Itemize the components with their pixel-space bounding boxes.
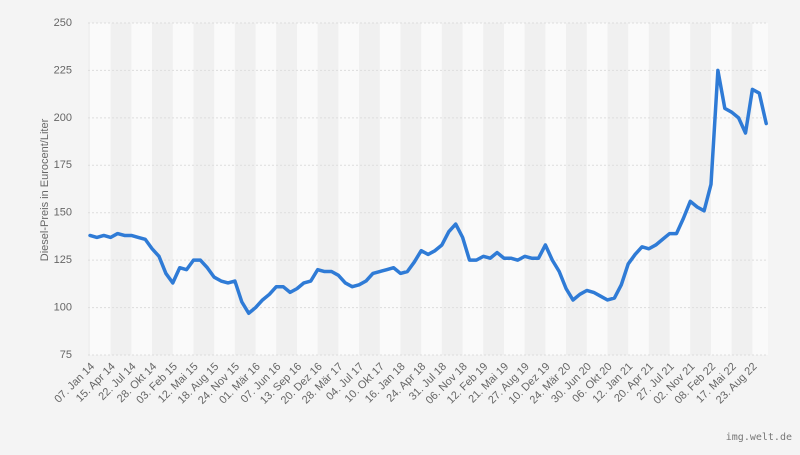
- band: [379, 23, 401, 355]
- band: [607, 23, 629, 355]
- y-tick-label: 75: [60, 349, 72, 361]
- y-tick-label: 225: [54, 64, 72, 76]
- band: [297, 23, 318, 355]
- y-tick-label: 200: [54, 112, 72, 124]
- y-tick-label: 175: [54, 159, 72, 171]
- y-tick-label: 100: [54, 301, 72, 313]
- band: [690, 23, 711, 355]
- band: [193, 23, 215, 355]
- band: [545, 23, 567, 355]
- band: [731, 23, 753, 355]
- band: [628, 23, 649, 355]
- band: [214, 23, 235, 355]
- band: [90, 23, 111, 355]
- band: [172, 23, 194, 355]
- band: [566, 23, 587, 355]
- y-tick-label: 150: [54, 207, 72, 219]
- band: [669, 23, 691, 355]
- band: [131, 23, 153, 355]
- y-tick-label: 125: [54, 254, 72, 266]
- band: [400, 23, 422, 355]
- band: [483, 23, 504, 355]
- band: [276, 23, 297, 355]
- y-tick-label: 250: [54, 17, 72, 29]
- band: [234, 23, 256, 355]
- band: [504, 23, 525, 355]
- line: [88, 68, 768, 316]
- band: [338, 23, 360, 355]
- band: [359, 23, 380, 355]
- band: [88, 23, 90, 355]
- band: [110, 23, 132, 355]
- credit: img.welt.de: [726, 432, 792, 443]
- band: [648, 23, 670, 355]
- band: [441, 23, 463, 355]
- band: [152, 23, 173, 355]
- band: [524, 23, 546, 355]
- band: [462, 23, 484, 355]
- bands: [88, 23, 768, 355]
- band: [711, 23, 732, 355]
- band: [586, 23, 608, 355]
- band: [421, 23, 442, 355]
- band: [317, 23, 339, 355]
- band: [255, 23, 277, 355]
- band: [752, 23, 768, 355]
- y-axis-label: Diesel-Preis in Eurocent/Liter: [39, 118, 51, 261]
